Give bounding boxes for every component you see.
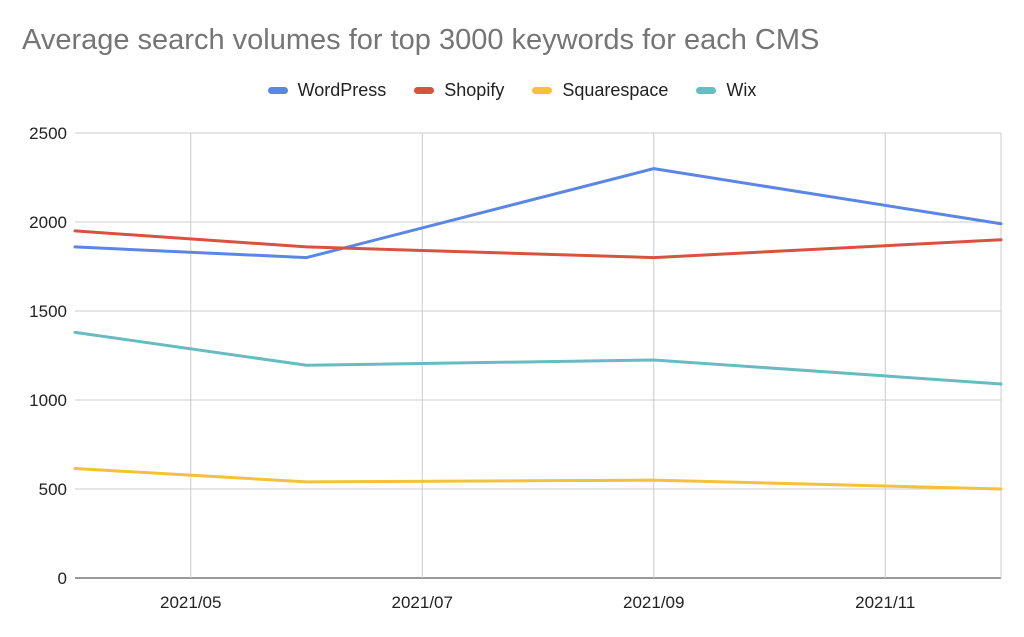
legend-swatch [532, 87, 553, 94]
series-line-wordpress [73, 167, 1003, 260]
y-tick-label: 1000 [29, 391, 67, 410]
legend-swatch [267, 87, 288, 94]
x-tick-label: 2021/09 [623, 593, 684, 612]
legend-item-wordpress: WordPress [267, 80, 387, 101]
y-tick-label: 0 [58, 569, 67, 588]
legend-item-shopify: Shopify [414, 80, 504, 101]
y-tick-label: 500 [39, 480, 67, 499]
x-tick-label: 2021/07 [392, 593, 453, 612]
legend-swatch [696, 87, 717, 94]
legend-label: Shopify [444, 80, 505, 100]
series-line-wix [73, 330, 1003, 386]
legend: WordPress Shopify Squarespace Wix [0, 80, 1024, 101]
chart-title: Average search volumes for top 3000 keyw… [22, 24, 820, 56]
x-tick-label: 2021/05 [160, 593, 221, 612]
legend-label: Wix [726, 80, 757, 100]
legend-label: Squarespace [562, 80, 669, 100]
x-tick-label: 2021/11 [855, 593, 915, 612]
series-line-shopify [73, 229, 1003, 260]
legend-item-squarespace: Squarespace [532, 80, 668, 101]
series-line-squarespace [73, 467, 1003, 491]
legend-swatch [414, 87, 435, 94]
y-tick-label: 1500 [29, 302, 67, 321]
y-tick-label: 2500 [29, 124, 67, 143]
y-tick-label: 2000 [29, 213, 67, 232]
legend-label: WordPress [297, 80, 387, 100]
legend-item-wix: Wix [696, 80, 756, 101]
